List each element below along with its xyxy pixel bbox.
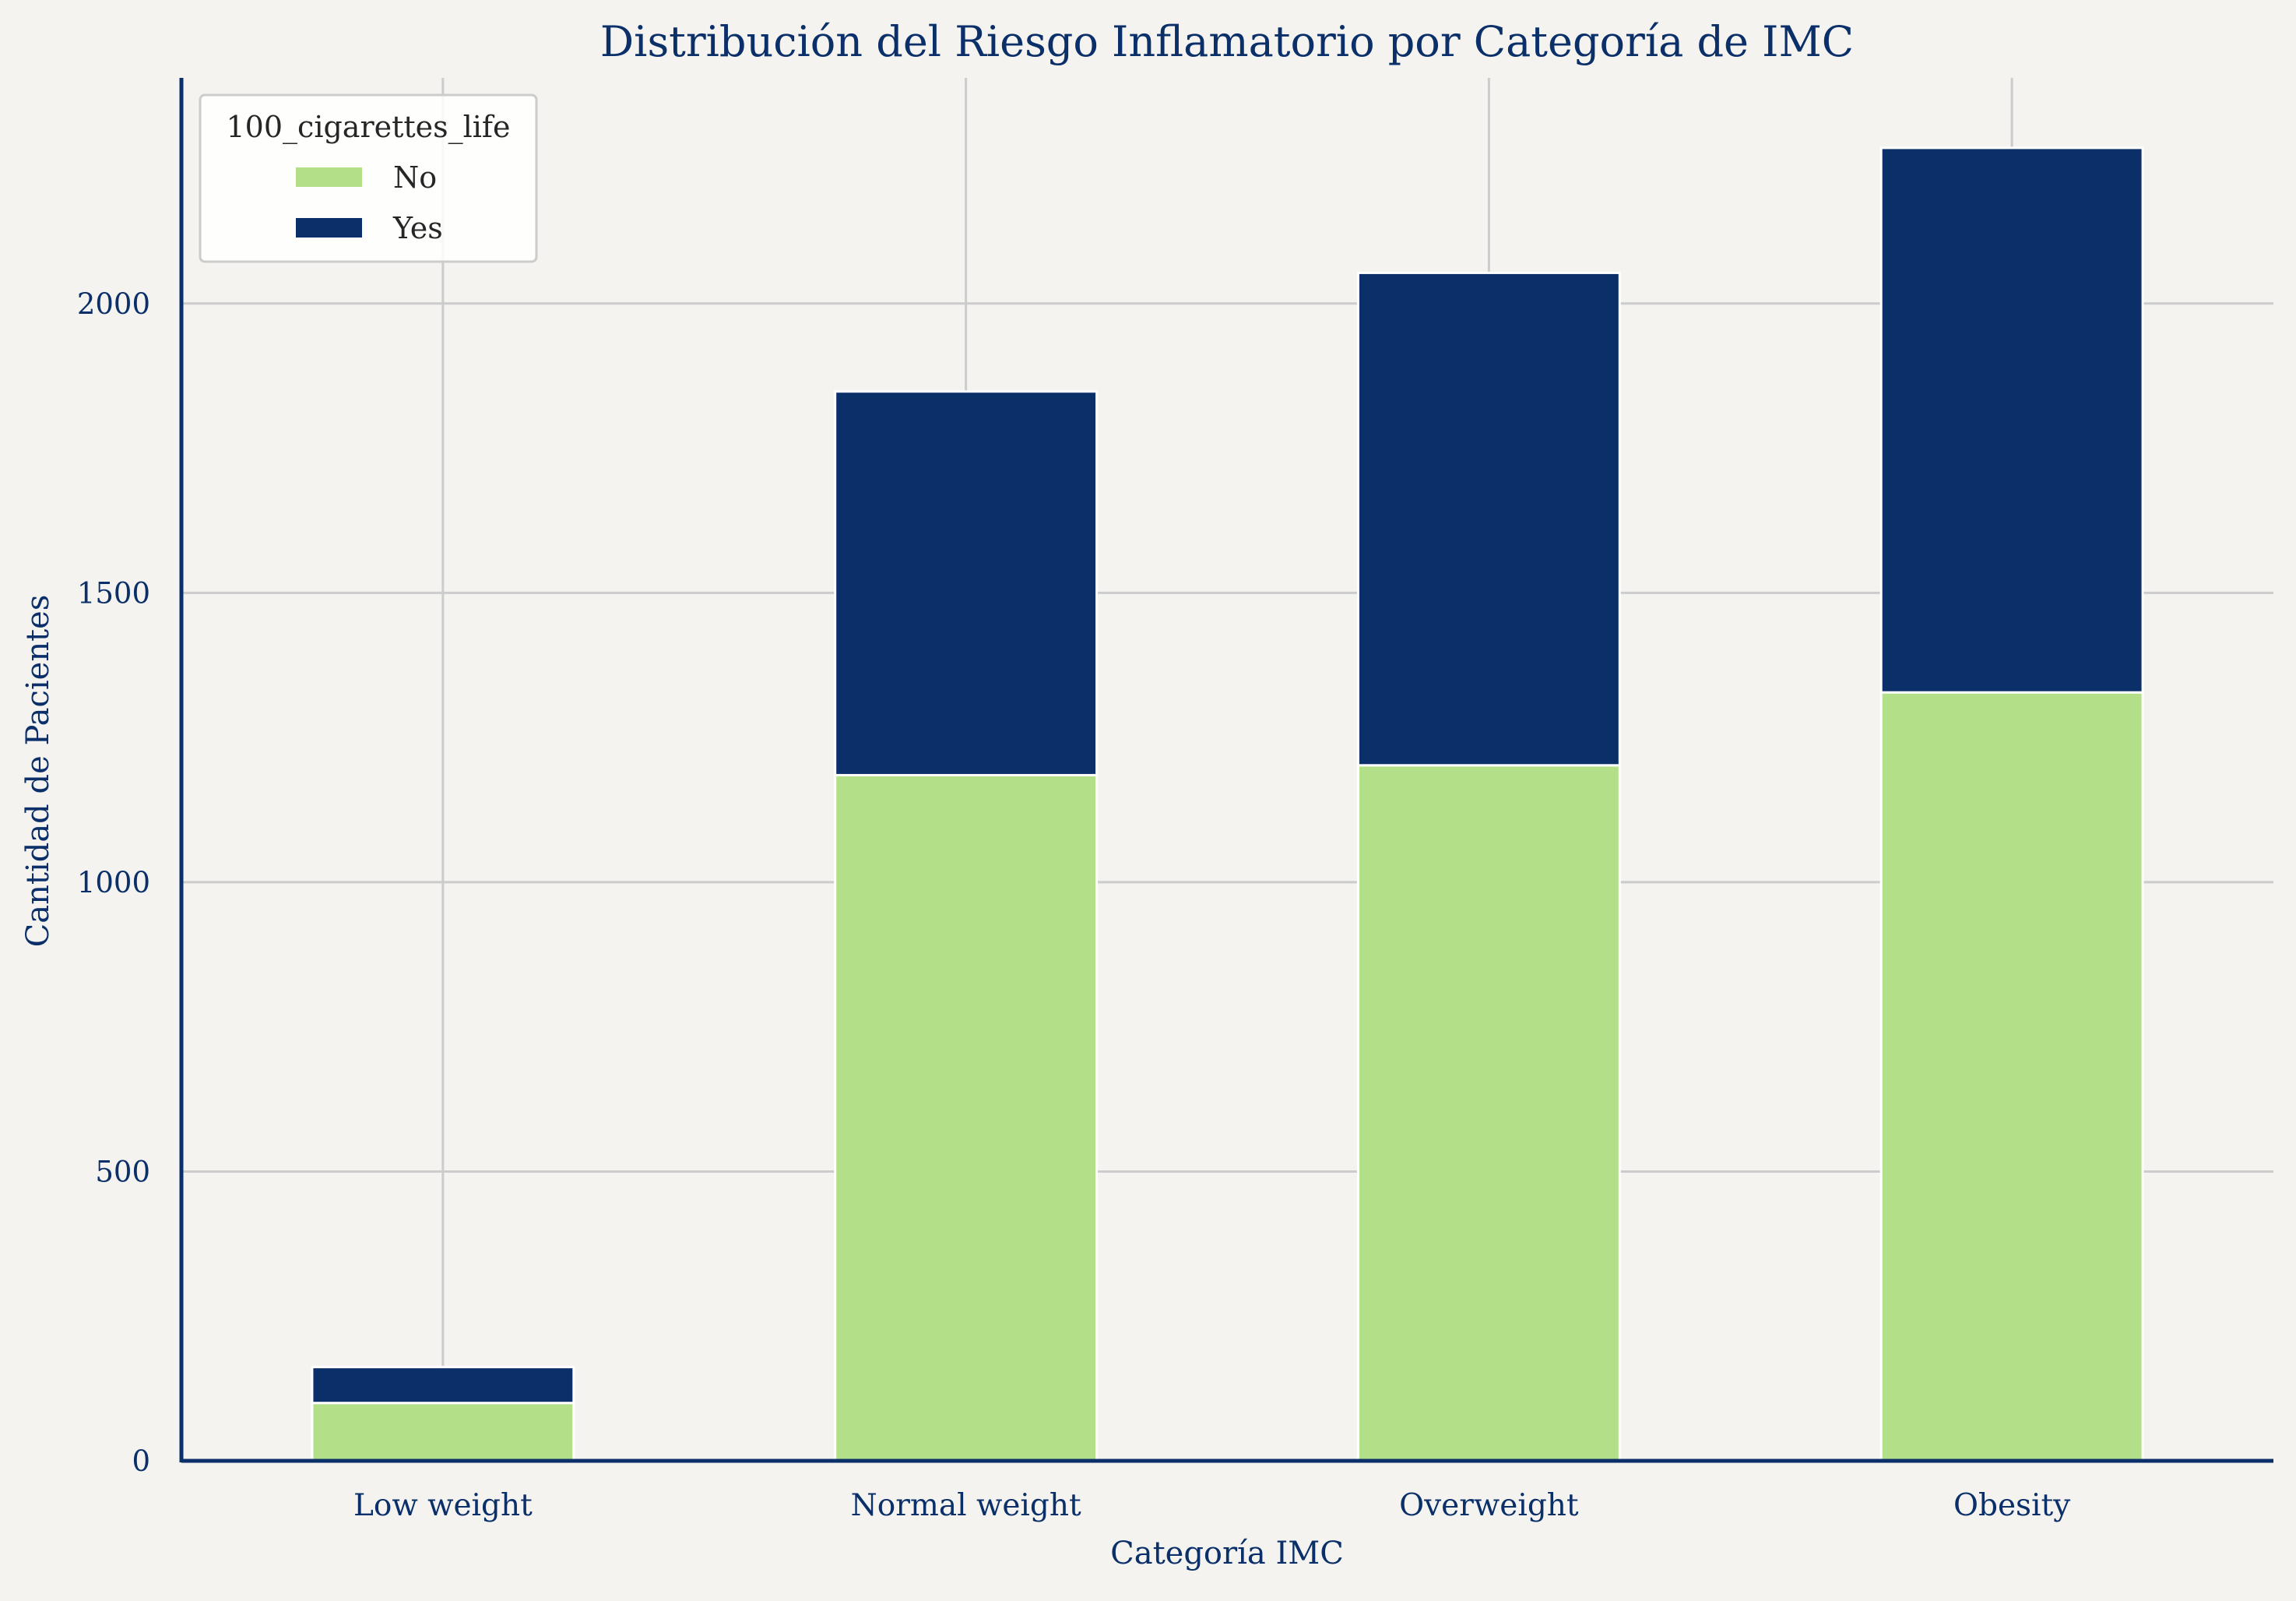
y-tick-label-2000: 2000 (77, 287, 150, 321)
x-tick-label-low-weight: Low weight (353, 1488, 533, 1523)
bar-normal-weight-yes (834, 390, 1099, 776)
x-tick-label-obesity: Obesity (1953, 1488, 2070, 1523)
x-axis-label: Categoría IMC (1110, 1536, 1344, 1571)
legend-swatch-no (294, 166, 364, 188)
bar-obesity-no (1879, 691, 2144, 1462)
bars (311, 146, 2144, 1462)
y-tick-label-1000: 1000 (77, 866, 150, 899)
y-axis-label: Cantidad de Pacientes (20, 595, 56, 948)
axes (179, 78, 2273, 1463)
x-tick-label-normal-weight: Normal weight (851, 1488, 1081, 1523)
legend-label-no: No (393, 160, 437, 195)
legend: 100_cigarettes_life No Yes (199, 93, 538, 263)
legend-title: 100_cigarettes_life (227, 110, 511, 145)
y-tick-label-1500: 1500 (77, 576, 150, 610)
bar-overweight-no (1356, 764, 1621, 1462)
bar-obesity-yes (1879, 146, 2144, 694)
y-tick-label-500: 500 (95, 1155, 150, 1188)
y-tick-labels: 0 500 1000 1500 2000 (77, 287, 150, 1478)
legend-frame (199, 93, 538, 263)
legend-entries: No Yes (294, 160, 443, 245)
bar-normal-weight-no (834, 773, 1099, 1462)
y-tick-label-0: 0 (132, 1444, 150, 1478)
bar-low-weight-yes (311, 1366, 575, 1405)
legend-swatch-yes (294, 216, 364, 239)
bar-low-weight-no (311, 1402, 575, 1462)
legend-label-yes: Yes (392, 211, 443, 245)
bar-overweight-yes (1356, 271, 1621, 767)
x-tick-label-overweight: Overweight (1399, 1488, 1579, 1523)
chart-title: Distribución del Riesgo Inflamatorio por… (600, 17, 1854, 66)
x-tick-labels: Low weight Normal weight Overweight Obesity (353, 1488, 2070, 1523)
